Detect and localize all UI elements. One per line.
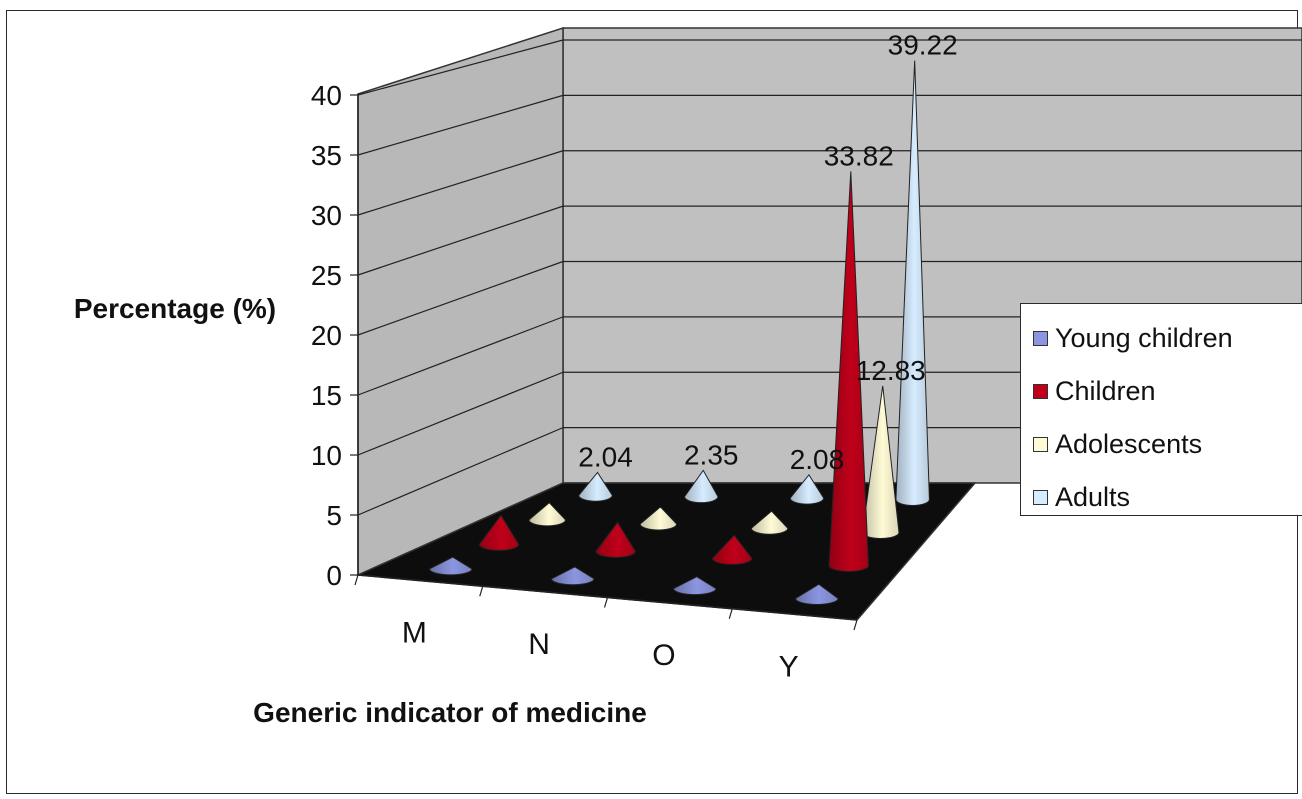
cone-children-M <box>478 514 520 551</box>
cone-adults-O <box>789 473 825 505</box>
cone-children-Y <box>828 171 870 572</box>
data-label: 2.04 <box>578 441 633 472</box>
y-tick-label: 5 <box>326 500 342 531</box>
side-wall <box>357 26 564 577</box>
gridline-side <box>357 260 564 336</box>
y-axis-title: Percentage (%) <box>73 293 277 324</box>
gridline-side <box>357 94 564 156</box>
cone-adults-Y <box>895 60 930 506</box>
y-tick-label: 10 <box>311 440 342 471</box>
y-tick-label: 0 <box>326 560 342 591</box>
legend-item-adolescents: Adolescents <box>1021 418 1302 471</box>
gridline-side <box>357 316 564 396</box>
cone-young-children-M <box>428 556 473 576</box>
legend-item-adults: Adults <box>1021 471 1302 524</box>
series-marks <box>428 60 930 605</box>
cone-adolescents-N <box>639 506 678 531</box>
x-tick-mark <box>603 597 609 608</box>
legend-swatch <box>1033 437 1048 452</box>
data-label: 2.35 <box>684 439 739 470</box>
gridline-side <box>357 371 564 456</box>
gridline-side <box>357 150 564 216</box>
cone-children-N <box>595 521 636 558</box>
y-tick-label: 15 <box>311 380 342 411</box>
data-label: 39.22 <box>888 30 958 61</box>
x-axis-title: Generic indicator of medicine <box>253 697 647 728</box>
x-tick-label: Y <box>779 650 799 683</box>
x-tick-mark <box>354 574 359 586</box>
legend: Young children Children Adolescents Adults <box>1020 303 1302 516</box>
y-tick-label: 20 <box>311 320 342 351</box>
cone-adults-N <box>683 469 719 504</box>
x-tick-label: N <box>528 628 550 661</box>
legend-label: Adults <box>1055 482 1131 512</box>
y-tick-label: 30 <box>311 200 342 231</box>
y-tick-label: 35 <box>311 140 342 171</box>
cone-young-children-Y <box>795 583 839 605</box>
data-label: 12.83 <box>856 355 926 386</box>
data-label: 2.08 <box>790 444 845 475</box>
legend-swatch <box>1033 331 1048 346</box>
cone-adolescents-M <box>528 502 567 527</box>
gridline-side <box>357 39 564 96</box>
x-tick-mark <box>479 586 484 597</box>
cone-adolescents-O <box>750 510 789 535</box>
x-tick-mark <box>728 608 733 619</box>
cone-young-children-N <box>551 566 595 586</box>
gridline-side <box>357 427 564 516</box>
legend-item-young-children: Young children <box>1021 312 1302 365</box>
legend-swatch <box>1033 490 1048 505</box>
cone-adults-M <box>578 471 613 502</box>
legend-label: Adolescents <box>1055 429 1203 459</box>
legend-item-children: Children <box>1021 365 1302 418</box>
legend-label: Children <box>1055 376 1156 406</box>
legend-swatch <box>1033 384 1048 399</box>
x-tick-label: O <box>652 639 675 672</box>
cone-young-children-O <box>673 576 717 596</box>
data-label: 33.82 <box>824 140 894 171</box>
x-ticks: M N O Y <box>354 574 858 683</box>
y-ticks: 0 5 10 15 20 25 30 35 40 <box>311 80 358 591</box>
gridline-side <box>357 205 564 276</box>
y-tick-label: 25 <box>311 260 342 291</box>
data-labels: 2.04 2.35 2.08 39.22 12.83 33.82 <box>578 30 957 475</box>
cone-children-O <box>711 534 753 565</box>
x-tick-label: M <box>402 617 427 650</box>
y-tick-label: 40 <box>311 80 342 111</box>
x-tick-mark <box>853 619 858 631</box>
legend-label: Young children <box>1055 323 1233 353</box>
